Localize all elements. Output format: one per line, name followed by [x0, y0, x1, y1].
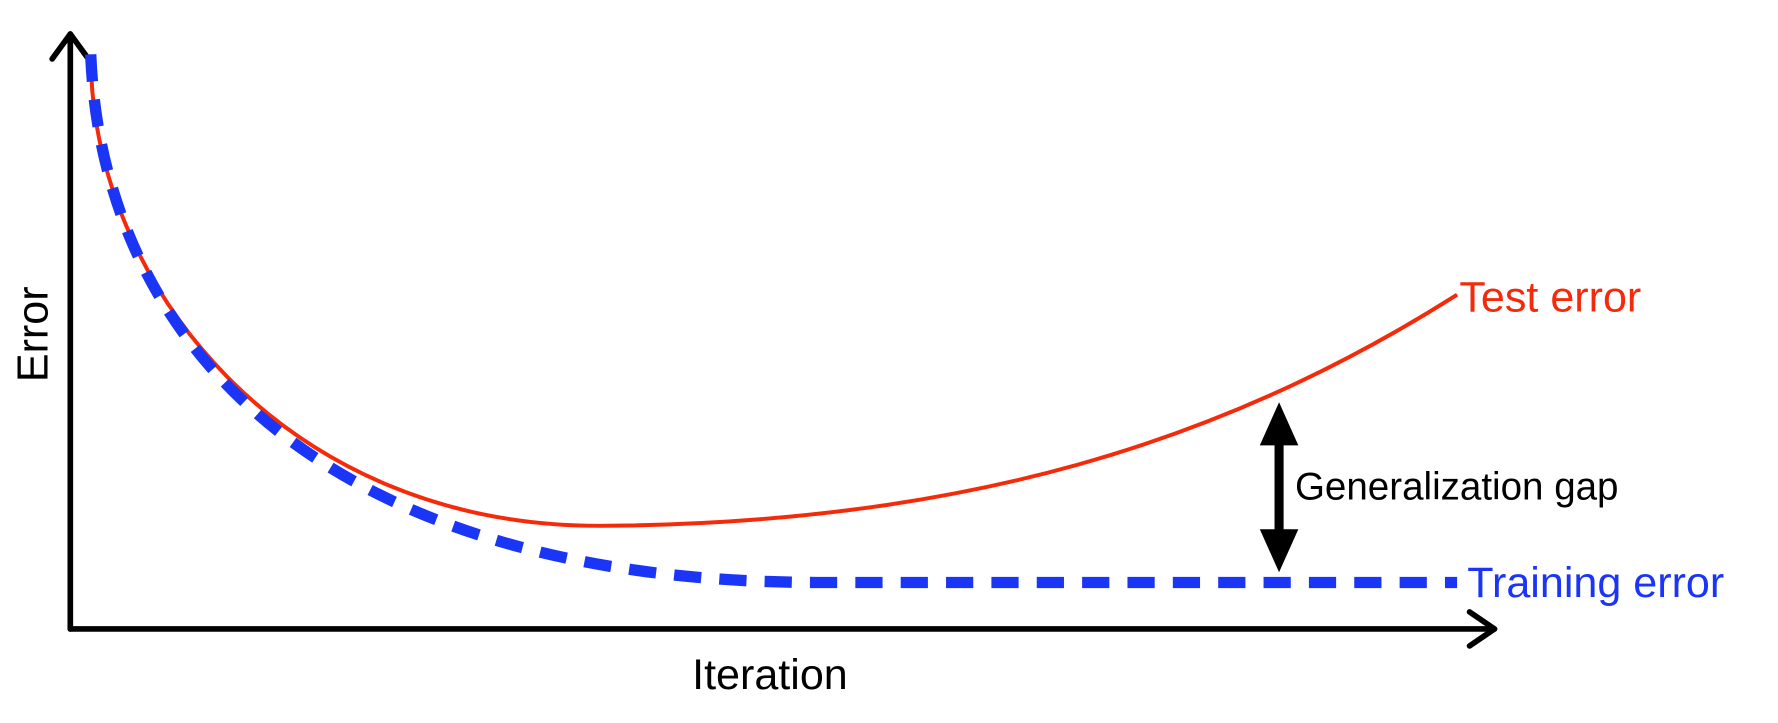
test-error-curve	[88, 54, 1459, 528]
test-error-label: Test error	[1459, 274, 1641, 322]
gap-arrow	[1259, 402, 1299, 573]
gap-label: Generalization gap	[1295, 466, 1619, 509]
x-axis-arrow	[1466, 609, 1498, 649]
y-axis-arrow	[49, 31, 92, 62]
training-error-label: Training error	[1467, 559, 1724, 607]
y-axis-label: Error	[10, 286, 58, 382]
x-axis-label: Iteration	[692, 651, 848, 699]
gap-arrow-head-top	[1259, 402, 1299, 446]
axes	[49, 31, 1498, 649]
training-error-curve	[85, 54, 1458, 589]
gap-arrow-head-bottom	[1259, 529, 1299, 573]
